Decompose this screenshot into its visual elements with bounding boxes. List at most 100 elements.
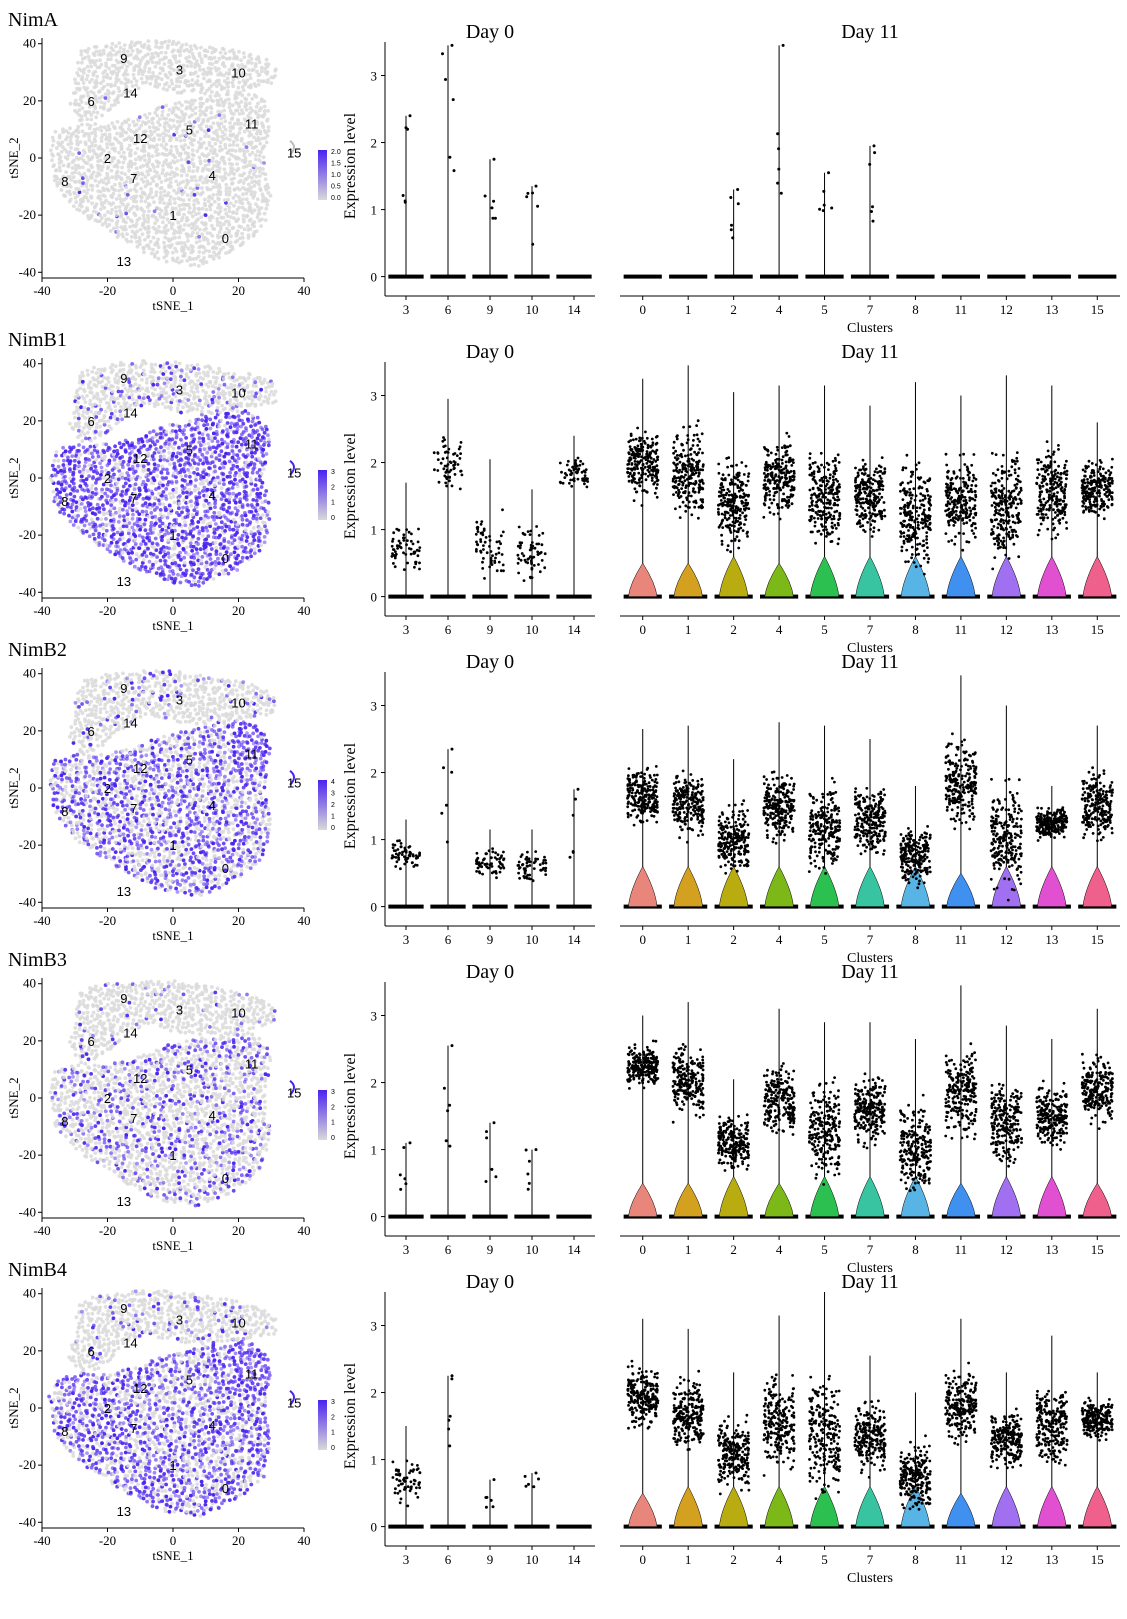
tsne-cell: [93, 429, 98, 434]
tsne-cell: [190, 230, 195, 235]
tsne-cell: [82, 171, 87, 176]
tsne-cell: [129, 80, 134, 84]
tsne-cell: [137, 373, 142, 377]
tsne-cell: [157, 491, 161, 496]
tsne-cell: [232, 154, 237, 159]
tsne-cell: [179, 109, 184, 114]
tsne-cell: [169, 135, 174, 140]
expression-point: [444, 481, 448, 485]
tsne-cell: [158, 200, 163, 205]
tsne-cell: [197, 584, 201, 588]
tsne-cell: [82, 387, 86, 392]
cluster-label-10: 10: [231, 65, 245, 80]
tsne-cell: [156, 229, 160, 233]
tsne-cell: [171, 423, 175, 427]
tsne-cell: [132, 171, 137, 176]
tsne-cell: [84, 181, 89, 186]
tsne-cell: [231, 414, 236, 419]
tsne-cell: [198, 447, 202, 452]
tsne-cell: [191, 406, 196, 411]
tsne-cell: [87, 110, 92, 114]
tsne-cell: [217, 56, 222, 61]
tsne-cell: [73, 108, 77, 113]
expression-point: [391, 548, 395, 551]
tsne-cell: [124, 544, 128, 548]
tsne-cell: [199, 45, 203, 50]
tsne-cell: [202, 256, 206, 260]
tsne-cell: [266, 125, 271, 129]
cluster-label-13: 13: [117, 574, 131, 589]
tsne-cell: [134, 552, 139, 557]
tsne-cell: [266, 396, 271, 401]
tsne-cell: [208, 367, 213, 371]
tsne-cell: [223, 391, 228, 396]
tsne-cell: [178, 116, 183, 120]
tsne-cell: [255, 197, 260, 202]
tsne-cell: [125, 517, 130, 522]
colorbar-tick-label: 1.5: [331, 161, 341, 168]
cluster-label-4: 4: [209, 168, 216, 183]
tsne-cell: [80, 176, 85, 181]
tsne-cell: [258, 460, 263, 465]
tsne-cell: [89, 386, 94, 391]
tsne-cell: [130, 525, 135, 530]
tsne-cell: [191, 169, 195, 174]
tsne-cell: [113, 364, 118, 369]
tsne-cell: [250, 390, 254, 394]
tsne-cell: [213, 436, 217, 440]
expression-point: [413, 565, 416, 569]
tsne-cell: [140, 232, 145, 237]
tsne-cell: [176, 220, 181, 225]
tsne-cell: [83, 509, 88, 513]
expression-point: [485, 551, 489, 555]
expression-point: [453, 461, 457, 464]
tsne-cell: [86, 372, 90, 377]
tsne-cell: [107, 66, 111, 71]
tsne-cell: [151, 116, 156, 121]
tsne-cell: [150, 530, 155, 535]
tsne-cell: [252, 163, 257, 168]
tsne-cell: [123, 448, 128, 453]
tsne-cell: [216, 387, 221, 391]
tsne-cell: [145, 386, 150, 391]
tsne-cell: [140, 509, 145, 514]
tsne-cell: [84, 529, 89, 534]
tsne-cell: [103, 92, 108, 97]
tsne-cell: [80, 370, 85, 375]
tsne-cell: [196, 367, 201, 371]
tsne-cell: [116, 93, 121, 98]
tsne-cell: [204, 398, 209, 403]
tsne-cell: [259, 387, 263, 392]
tsne-cell: [165, 564, 170, 569]
tsne-cell: [211, 445, 216, 450]
tsne-cell: [140, 80, 145, 85]
tsne-cell: [99, 125, 103, 129]
expression-point: [453, 473, 457, 476]
tsne-cell: [110, 389, 115, 394]
tsne-cell: [206, 241, 211, 246]
tsne-cell: [107, 150, 112, 155]
tsne-cell: [259, 106, 263, 111]
tsne-cell: [170, 256, 175, 261]
tsne-cell: [195, 79, 200, 83]
tsne-cell: [125, 512, 130, 517]
tsne-cell: [199, 127, 204, 132]
tsne-cell: [120, 556, 125, 560]
tsne-cell: [256, 101, 260, 106]
tsne-cell: [138, 67, 143, 72]
tsne-cell: [258, 141, 263, 146]
tsne-cell: [161, 168, 165, 172]
tsne-cell: [192, 366, 197, 371]
tsne-cell: [250, 454, 255, 459]
tsne-cell: [197, 398, 202, 403]
tsne-cell: [181, 198, 186, 203]
colorbar-tick-label: 1: [331, 500, 335, 507]
tsne-cell: [127, 467, 132, 471]
tsne-cell: [208, 231, 213, 236]
tsne-cell: [113, 404, 118, 409]
tsne-cell: [71, 152, 75, 157]
tsne-cell: [197, 211, 201, 216]
expression-point: [409, 539, 413, 543]
tsne-cell: [104, 522, 109, 527]
tsne-cell: [200, 571, 205, 576]
